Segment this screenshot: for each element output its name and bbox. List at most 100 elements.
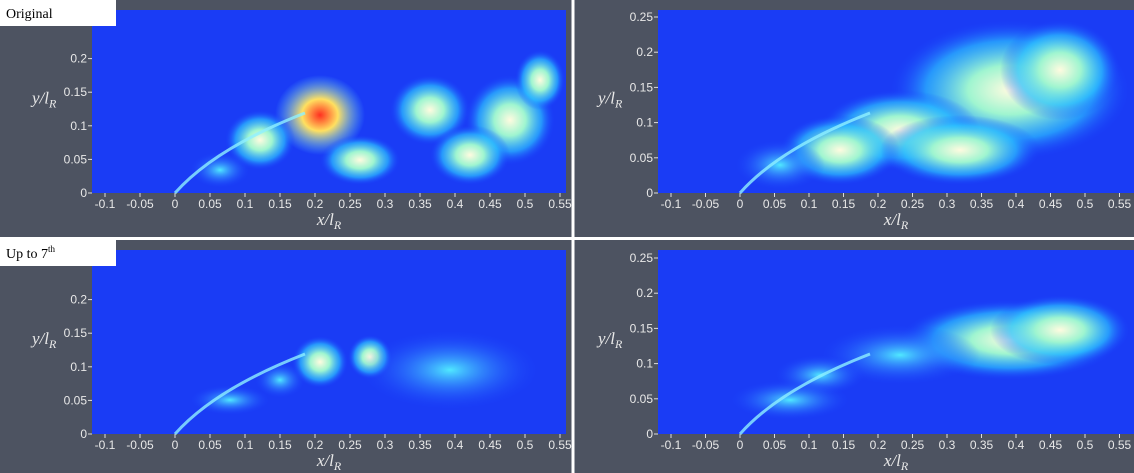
x-tick-label: 0.55 <box>1108 197 1132 211</box>
x-tick-label: 0.4 <box>447 438 464 452</box>
vortex <box>430 125 510 185</box>
vortex <box>515 50 565 110</box>
x-tick-label: 0.25 <box>338 197 362 211</box>
vortex <box>360 330 540 410</box>
x-tick-label: -0.1 <box>95 197 116 211</box>
y-axis-label-sub: R <box>614 97 623 111</box>
x-tick-label: 0.1 <box>237 438 254 452</box>
x-tick-label: 0 <box>172 438 179 452</box>
x-tick-label: 0.4 <box>1008 197 1025 211</box>
x-tick-label: 0.05 <box>763 438 787 452</box>
x-tick-label: 0.5 <box>1077 197 1094 211</box>
x-tick-label: 0.1 <box>237 197 254 211</box>
x-axis-label-main: x/l <box>316 210 334 229</box>
x-axis-label-sub: R <box>900 218 909 232</box>
y-tick-label: 0.1 <box>636 116 653 130</box>
vortex <box>730 380 850 420</box>
y-tick-label: 0.1 <box>70 360 87 374</box>
y-tick-label: 0.05 <box>64 152 88 166</box>
y-axis-label-sub: R <box>48 97 57 111</box>
x-tick-label: 0.05 <box>198 197 222 211</box>
y-axis-label-main: y/l <box>30 329 49 348</box>
y-tick-label: 0 <box>646 427 653 441</box>
y-tick-label: 0.1 <box>70 119 87 133</box>
x-tick-label: 0.5 <box>1077 438 1094 452</box>
x-axis-label-main: x/l <box>883 451 901 470</box>
y-tick-label: 0.15 <box>630 80 654 94</box>
x-tick-label: 0.35 <box>970 197 994 211</box>
x-tick-label: 0.05 <box>198 438 222 452</box>
y-tick-label: 0.2 <box>636 45 653 59</box>
x-tick-label: 0.2 <box>870 438 887 452</box>
x-tick-label: 0 <box>737 197 744 211</box>
x-tick-label: 0.45 <box>1039 197 1063 211</box>
x-tick-label: 0.4 <box>447 197 464 211</box>
x-axis-label-main: x/l <box>883 210 901 229</box>
y-tick-label: 0.1 <box>636 357 653 371</box>
x-tick-label: 0.35 <box>970 438 994 452</box>
x-tick-label: 0.15 <box>832 197 856 211</box>
x-tick-label: 0.3 <box>377 438 394 452</box>
x-axis-label-sub: R <box>333 459 342 473</box>
x-tick-label: 0.3 <box>939 438 956 452</box>
x-axis-label-sub: R <box>333 218 342 232</box>
x-tick-label: 0 <box>172 197 179 211</box>
x-tick-label: 0.25 <box>338 438 362 452</box>
x-tick-label: -0.05 <box>692 438 720 452</box>
y-axis-label-main: y/l <box>596 89 615 108</box>
y-tick-label: 0.05 <box>630 392 654 406</box>
y-axis-label-main: y/l <box>596 329 615 348</box>
panel-label-main: Original <box>6 7 53 22</box>
y-tick-label: 0.15 <box>630 321 654 335</box>
vortex <box>880 115 1040 185</box>
x-tick-label: 0.2 <box>870 197 887 211</box>
y-axis-label-sub: R <box>48 337 57 351</box>
x-tick-label: 0.2 <box>307 438 324 452</box>
y-tick-label: 0.05 <box>64 393 88 407</box>
figure: -0.1 -0.05 0 0.05 0.1 0.15 0.2 0.25 0.3 0.35 0.4 0.… <box>0 0 1134 473</box>
x-tick-label: 0.1 <box>801 438 818 452</box>
x-tick-label: 0.55 <box>1108 438 1132 452</box>
y-tick-label: 0 <box>80 186 87 200</box>
x-tick-label: -0.1 <box>661 197 682 211</box>
x-tick-label: 0.05 <box>763 197 787 211</box>
x-tick-label: 0.45 <box>478 438 502 452</box>
y-tick-label: 0.2 <box>636 286 653 300</box>
x-axis-label-sub: R <box>900 459 909 473</box>
y-tick-label: 0 <box>80 427 87 441</box>
y-axis-label-main: y/l <box>30 89 49 108</box>
x-tick-label: 0.45 <box>1039 438 1063 452</box>
y-tick-label: 0.2 <box>70 52 87 66</box>
panel-label-main: Up to 7 <box>6 247 48 262</box>
x-tick-label: -0.1 <box>95 438 116 452</box>
x-tick-label: 0.15 <box>268 197 292 211</box>
x-tick-label: 0.4 <box>1008 438 1025 452</box>
x-tick-label: -0.1 <box>661 438 682 452</box>
y-tick-label: 0.25 <box>630 251 654 265</box>
y-tick-label: 0.15 <box>64 85 88 99</box>
x-tick-label: 0.55 <box>548 197 572 211</box>
vortex <box>1000 20 1120 120</box>
x-tick-label: 0.15 <box>832 438 856 452</box>
vortex <box>990 295 1130 365</box>
y-tick-label: 0.15 <box>64 326 88 340</box>
x-tick-label: 0 <box>737 438 744 452</box>
x-tick-label: 0.5 <box>517 438 534 452</box>
y-tick-label: 0.05 <box>630 151 654 165</box>
panel-label: Original <box>6 7 53 22</box>
x-tick-label: 0.1 <box>801 197 818 211</box>
y-axis-label-sub: R <box>614 337 623 351</box>
x-tick-label: 0.2 <box>307 197 324 211</box>
x-tick-label: 0.3 <box>939 197 956 211</box>
y-tick-label: 0.2 <box>70 293 87 307</box>
x-tick-label: 0.25 <box>901 197 925 211</box>
x-tick-label: -0.05 <box>126 197 154 211</box>
x-tick-label: 0.5 <box>517 197 534 211</box>
x-tick-label: 0.35 <box>408 438 432 452</box>
panel-label-sup: th <box>48 244 56 254</box>
x-axis-label-main: x/l <box>316 451 334 470</box>
x-tick-label: -0.05 <box>692 197 720 211</box>
x-tick-label: 0.35 <box>408 197 432 211</box>
x-tick-label: 0.55 <box>548 438 572 452</box>
y-tick-label: 0 <box>646 186 653 200</box>
